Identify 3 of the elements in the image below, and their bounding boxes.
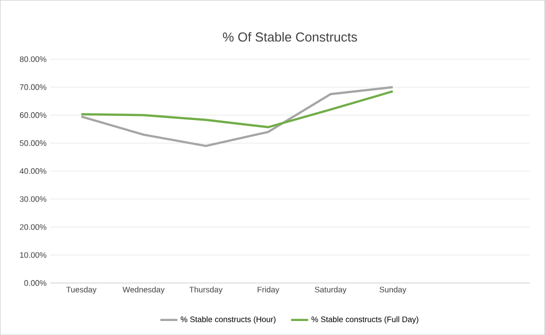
chart-title: % Of Stable Constructs — [222, 32, 358, 42]
line-series — [80, 86, 394, 147]
line-series — [80, 90, 394, 128]
